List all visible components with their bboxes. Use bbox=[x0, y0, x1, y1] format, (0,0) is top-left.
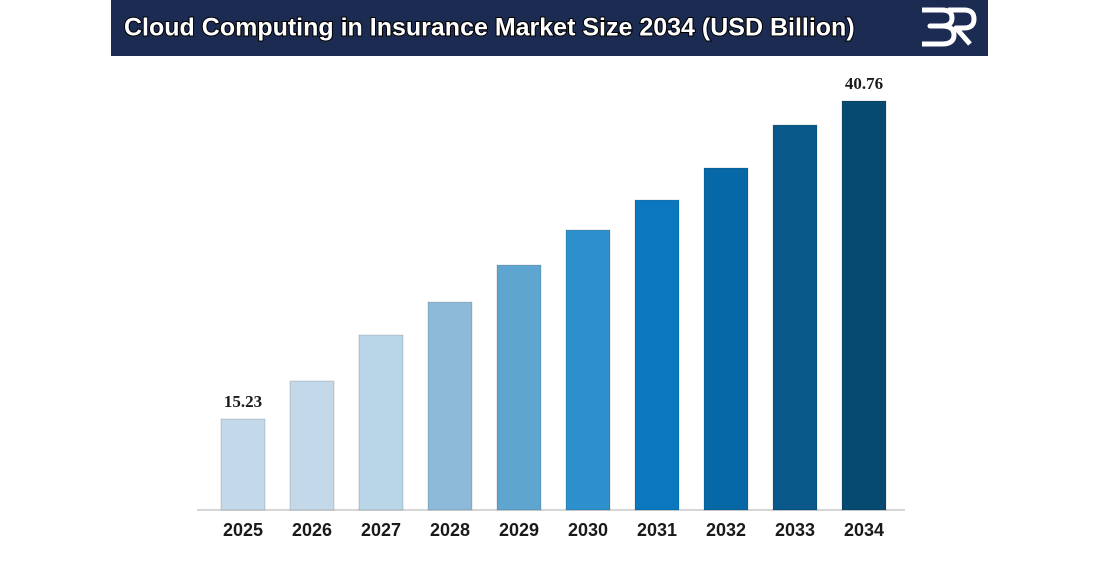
bar bbox=[427, 301, 473, 511]
bar bbox=[703, 167, 749, 511]
x-tick-label: 2033 bbox=[775, 520, 815, 540]
bar bbox=[358, 334, 404, 511]
x-tick-label: 2034 bbox=[844, 520, 884, 540]
logo bbox=[922, 7, 977, 47]
value-label: 15.23 bbox=[224, 392, 262, 411]
bar bbox=[841, 100, 887, 511]
bar bbox=[565, 229, 611, 511]
chart-title: Cloud Computing in Insurance Market Size… bbox=[124, 14, 855, 42]
bar bbox=[634, 199, 680, 511]
bar bbox=[496, 264, 542, 511]
x-tick-label: 2027 bbox=[361, 520, 401, 540]
title-banner bbox=[111, 0, 988, 56]
bar bbox=[220, 418, 266, 511]
value-label: 40.76 bbox=[845, 74, 883, 93]
x-tick-label: 2029 bbox=[499, 520, 539, 540]
x-tick-label: 2031 bbox=[637, 520, 677, 540]
bar bbox=[772, 124, 818, 511]
x-tick-label: 2028 bbox=[430, 520, 470, 540]
x-tick-label: 2026 bbox=[292, 520, 332, 540]
bar bbox=[289, 380, 335, 511]
x-tick-label: 2032 bbox=[706, 520, 746, 540]
x-tick-label: 2030 bbox=[568, 520, 608, 540]
x-tick-label: 2025 bbox=[223, 520, 263, 540]
